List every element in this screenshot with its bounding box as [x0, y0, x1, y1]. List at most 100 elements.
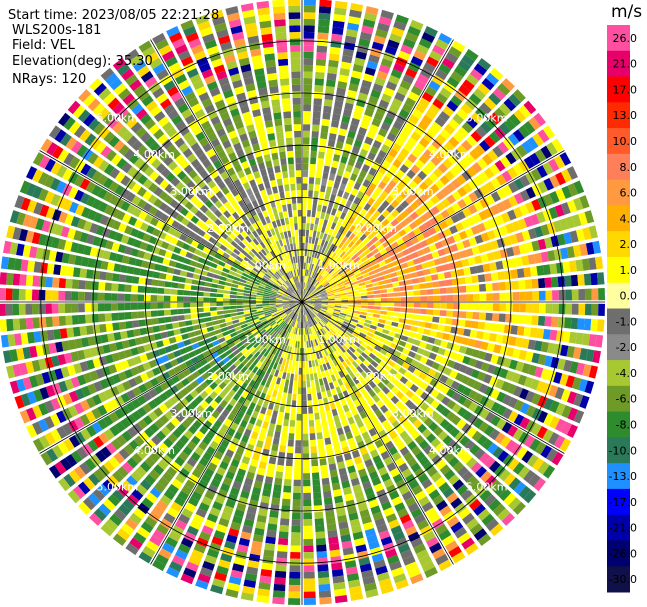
- velocity-gate: [414, 217, 423, 226]
- velocity-gate: [386, 132, 397, 142]
- velocity-gate: [454, 502, 467, 515]
- velocity-gate: [547, 342, 556, 354]
- velocity-gate: [329, 236, 335, 244]
- velocity-gate: [446, 310, 454, 317]
- velocity-gate: [295, 433, 302, 441]
- velocity-gate: [249, 416, 257, 425]
- velocity-gate: [318, 312, 324, 318]
- velocity-gate: [407, 365, 416, 374]
- velocity-gate: [349, 152, 358, 161]
- velocity-gate: [310, 216, 315, 224]
- velocity-gate: [400, 549, 413, 560]
- velocity-gate: [472, 284, 480, 292]
- velocity-gate: [164, 316, 172, 323]
- velocity-gate: [302, 315, 304, 322]
- velocity-gate: [498, 313, 506, 323]
- velocity-gate: [156, 500, 168, 512]
- velocity-gate: [394, 223, 403, 232]
- velocity-gate: [188, 350, 196, 359]
- velocity-gate: [363, 203, 372, 211]
- velocity-gate: [450, 70, 464, 83]
- velocity-gate: [460, 489, 473, 501]
- velocity-gate: [266, 408, 273, 417]
- velocity-gate: [366, 356, 374, 364]
- velocity-gate: [103, 428, 115, 441]
- velocity-gate: [264, 288, 272, 292]
- velocity-gate: [181, 264, 189, 271]
- velocity-gate: [283, 316, 289, 322]
- velocity-gate: [384, 257, 392, 264]
- velocity-gate: [326, 242, 332, 249]
- velocity-gate: [196, 179, 206, 189]
- velocity-gate: [317, 158, 324, 166]
- velocity-gate: [227, 274, 235, 280]
- velocity-gate: [71, 279, 80, 289]
- velocity-gate: [65, 315, 73, 326]
- velocity-gate: [410, 384, 419, 393]
- velocity-gate: [345, 185, 353, 194]
- velocity-gate: [362, 114, 372, 124]
- velocity-gate: [428, 243, 437, 252]
- velocity-gate: [488, 498, 502, 512]
- velocity-gate: [237, 314, 245, 319]
- velocity-gate: [292, 387, 297, 395]
- velocity-gate: [66, 266, 75, 277]
- velocity-gate: [399, 405, 409, 414]
- velocity-gate: [216, 466, 226, 476]
- velocity-gate: [425, 237, 434, 245]
- velocity-gate: [210, 400, 219, 409]
- velocity-gate: [321, 477, 330, 486]
- velocity-gate: [81, 337, 90, 348]
- velocity-gate: [331, 366, 338, 374]
- velocity-gate: [549, 329, 558, 341]
- velocity-gate: [19, 274, 27, 286]
- velocity-gate: [330, 120, 340, 128]
- velocity-gate: [512, 291, 520, 301]
- velocity-gate: [130, 347, 139, 356]
- velocity-gate: [22, 214, 33, 227]
- velocity-gate: [240, 323, 248, 329]
- velocity-gate: [275, 281, 282, 287]
- velocity-gate: [323, 356, 329, 364]
- velocity-gate: [330, 374, 337, 382]
- velocity-gate: [386, 288, 394, 293]
- velocity-gate: [169, 385, 179, 395]
- velocity-gate: [424, 375, 433, 384]
- velocity-gate: [378, 260, 386, 267]
- velocity-gate: [256, 273, 264, 279]
- velocity-gate: [213, 274, 221, 280]
- velocity-gate: [389, 405, 399, 415]
- velocity-gate: [276, 318, 283, 324]
- velocity-gate: [243, 269, 251, 275]
- velocity-gate: [199, 238, 208, 246]
- velocity-gate: [0, 303, 6, 316]
- velocity-gate: [508, 258, 517, 268]
- velocity-gate: [267, 280, 275, 286]
- velocity-gate: [336, 427, 344, 436]
- velocity-gate: [450, 521, 464, 534]
- velocity-gate: [280, 321, 286, 328]
- velocity-gate: [133, 435, 145, 447]
- velocity-gate: [440, 385, 450, 395]
- velocity-gate: [320, 125, 329, 133]
- velocity-gate: [466, 216, 476, 226]
- velocity-gate: [12, 288, 20, 301]
- velocity-gate: [513, 481, 527, 495]
- velocity-gate: [356, 230, 364, 238]
- velocity-gate: [306, 374, 310, 381]
- velocity-gate: [218, 260, 226, 267]
- velocity-gate: [361, 79, 372, 89]
- velocity-gate: [239, 335, 247, 342]
- velocity-gate: [335, 400, 342, 409]
- velocity-gate: [288, 591, 301, 599]
- velocity-gate: [272, 274, 279, 280]
- velocity-gate: [563, 359, 573, 372]
- velocity-gate: [354, 305, 362, 308]
- velocity-gate: [291, 305, 297, 310]
- velocity-gate: [448, 118, 460, 130]
- velocity-gate: [429, 378, 439, 388]
- velocity-gate: [270, 292, 277, 295]
- velocity-gate: [312, 309, 319, 314]
- velocity-gate: [95, 225, 105, 236]
- velocity-gate: [377, 381, 386, 390]
